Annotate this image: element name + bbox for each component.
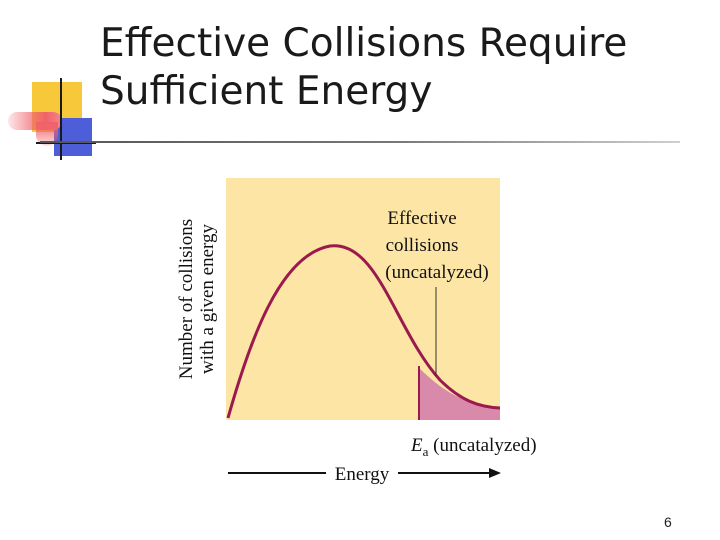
slide-title-line-2: Sufficient Energy [100, 69, 433, 114]
annotation-line-3: (uncatalyzed) [385, 262, 488, 283]
y-axis-label: Number of collisions with a given energy [176, 219, 218, 379]
ea-symbol: E [410, 435, 423, 456]
y-axis-label-line-2: with a given energy [197, 223, 218, 374]
slide-title: Effective Collisions Require Sufficient … [100, 20, 700, 116]
annotation-line-2: collisions [386, 235, 459, 256]
activation-energy-label: Ea (uncatalyzed) [410, 435, 537, 459]
decor-horizontal-line [36, 142, 96, 144]
y-axis-label-line-1: Number of collisions [176, 219, 197, 379]
slide-title-line-1: Effective Collisions Require [100, 21, 628, 66]
plot-panel [226, 178, 500, 420]
decor-vertical-line [60, 78, 62, 160]
x-axis-arrowhead [489, 468, 501, 478]
ea-subscript: a [423, 444, 429, 459]
ea-text: (uncatalyzed) [428, 435, 536, 456]
decor-red-drip [36, 122, 58, 146]
effective-collisions-region [419, 368, 500, 420]
title-divider [40, 141, 680, 143]
x-axis-label: Energy [335, 464, 390, 485]
distribution-curve [226, 244, 501, 419]
slide-number: 6 [664, 514, 672, 530]
effective-collisions-annotation: Effective collisions (uncatalyzed) [385, 208, 488, 283]
annotation-line-1: Effective [387, 208, 456, 229]
